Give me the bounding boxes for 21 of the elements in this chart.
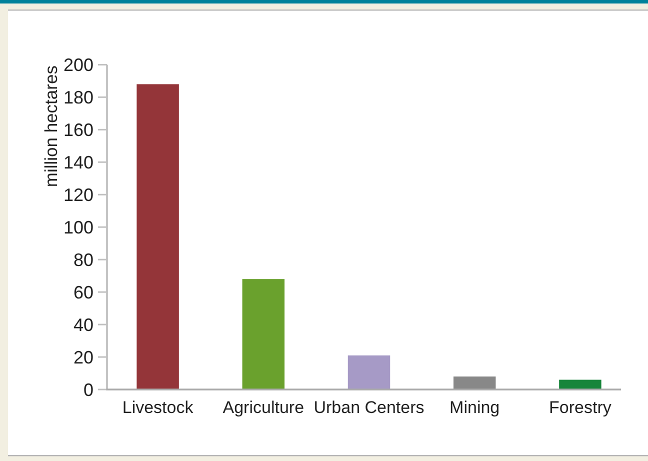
y-tick-label: 60	[73, 282, 94, 303]
x-tick-label: Agriculture	[222, 398, 304, 417]
x-tick-label: Forestry	[549, 398, 612, 417]
y-tick-label: 200	[63, 55, 94, 76]
bar	[348, 355, 390, 390]
y-tick-label: 140	[63, 152, 94, 173]
y-axis-title: million hectares	[41, 65, 61, 188]
y-tick-label: 0	[83, 380, 94, 400]
x-tick-label: Urban Centers	[314, 398, 424, 417]
bar	[136, 84, 179, 390]
y-tick-label: 160	[63, 120, 94, 140]
y-tick-label: 40	[73, 315, 94, 336]
y-tick-label: 100	[63, 218, 94, 238]
bar	[453, 376, 496, 390]
bar	[242, 279, 285, 390]
y-tick-label: 120	[63, 185, 94, 206]
y-tick-label: 180	[63, 88, 94, 108]
x-tick-label: Mining	[450, 398, 500, 417]
y-tick-label: 80	[73, 250, 94, 270]
y-tick-label: 20	[73, 348, 94, 368]
x-tick-label: Livestock	[122, 398, 194, 417]
